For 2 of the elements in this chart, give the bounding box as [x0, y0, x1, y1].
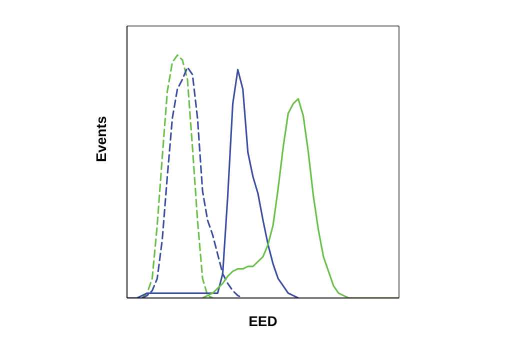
- x-axis-title: EED: [248, 313, 278, 329]
- y-axis-title: Events: [92, 116, 109, 162]
